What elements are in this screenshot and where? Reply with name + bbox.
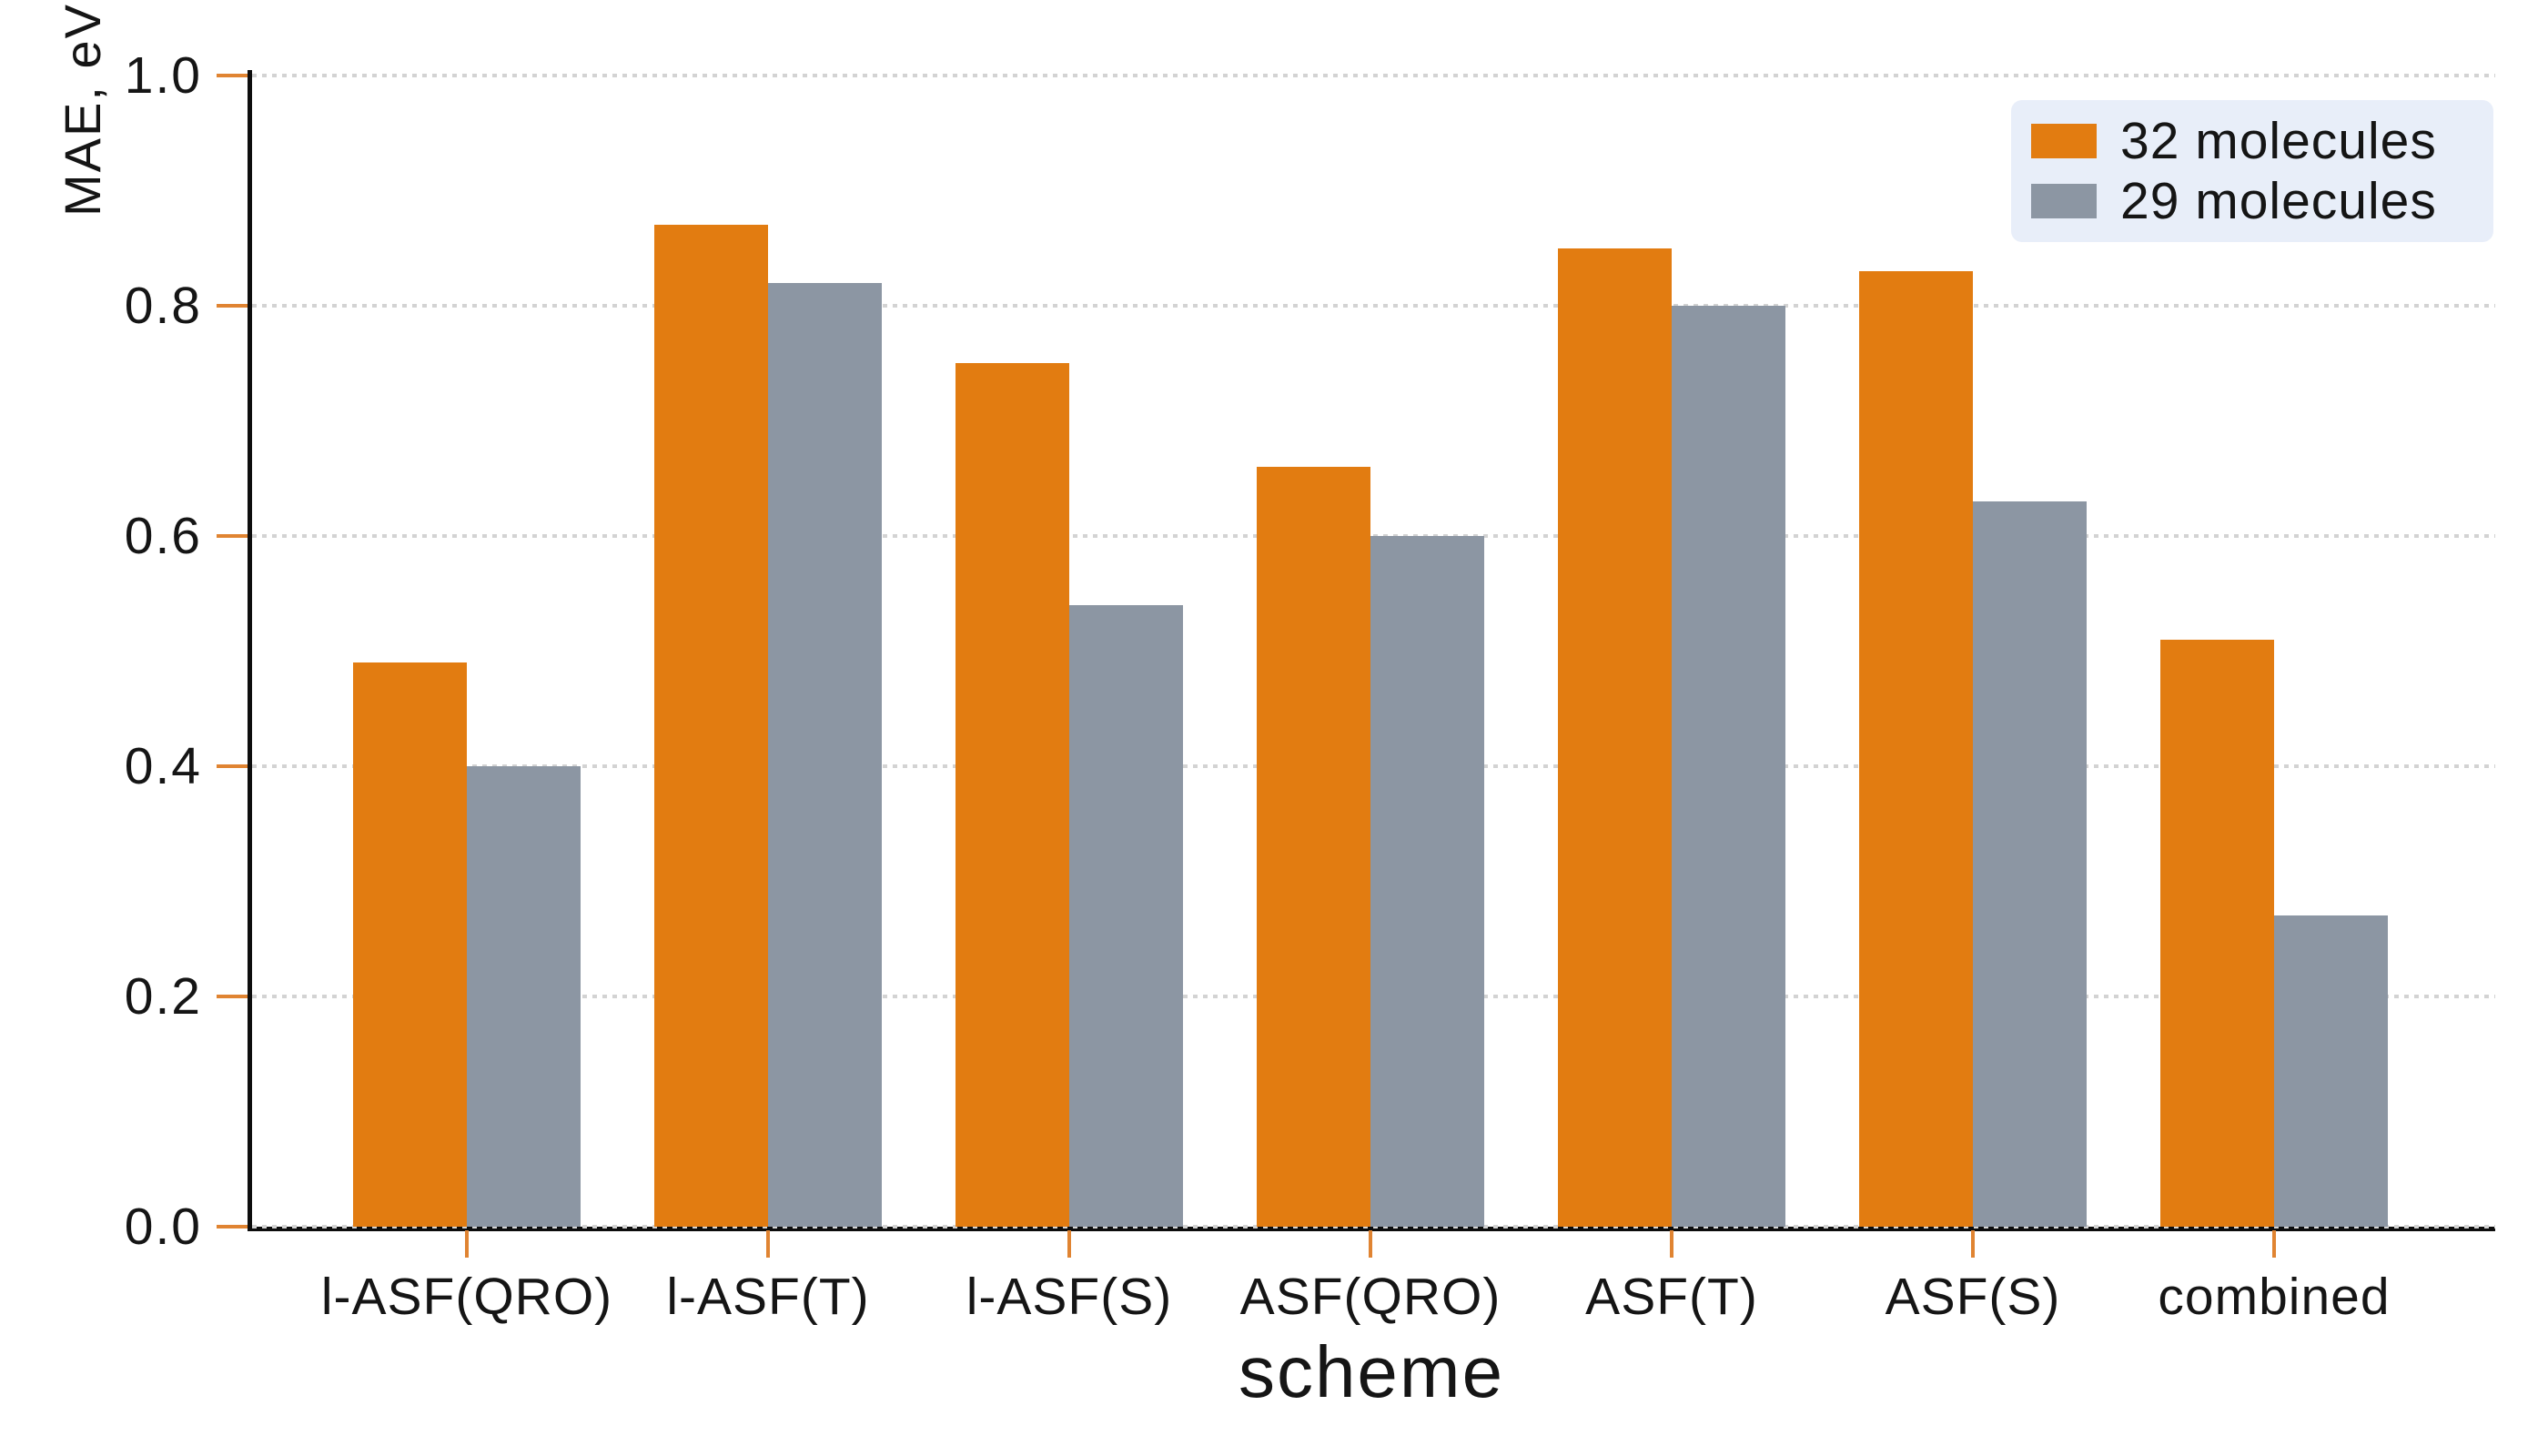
y-tick-0.2	[217, 995, 248, 998]
y-tick-0.4	[217, 764, 248, 768]
x-tick-combined	[2272, 1230, 2276, 1258]
y-gridline-1.0	[252, 74, 2495, 77]
bar-32-molecules-combined	[2160, 640, 2274, 1227]
x-axis-spine	[248, 1227, 2495, 1231]
legend-label-32-molecules: 32 molecules	[2120, 111, 2437, 170]
bar-29-molecules-l-asf-qro	[467, 766, 581, 1227]
x-tick-label-asf-qro: ASF(QRO)	[1239, 1268, 1502, 1326]
bar-29-molecules-asf-qro	[1370, 536, 1484, 1227]
legend-entry-29-molecules: 29 molecules	[2011, 171, 2493, 230]
y-tick-label: 0.8	[124, 277, 202, 335]
y-tick-label: 0.6	[124, 507, 202, 565]
x-tick-asf-t	[1670, 1230, 1673, 1258]
y-gridline-0.8	[252, 304, 2495, 308]
legend: 32 molecules 29 molecules	[2011, 100, 2493, 242]
y-tick-0.8	[217, 304, 248, 308]
y-tick-0.6	[217, 534, 248, 538]
x-tick-label-combined: combined	[2158, 1268, 2391, 1326]
bar-32-molecules-asf-s	[1859, 271, 1973, 1227]
bar-32-molecules-l-asf-t	[654, 225, 768, 1227]
legend-swatch-29-molecules	[2031, 184, 2097, 218]
y-tick-label: 0.2	[124, 967, 202, 1026]
x-tick-label-asf-s: ASF(S)	[1885, 1268, 2061, 1326]
x-tick-label-l-asf-qro: l-ASF(QRO)	[320, 1268, 613, 1326]
x-tick-l-asf-qro	[465, 1230, 469, 1258]
legend-swatch-32-molecules	[2031, 124, 2097, 158]
y-tick-0.0	[217, 1225, 248, 1228]
x-tick-label-asf-t: ASF(T)	[1585, 1268, 1758, 1326]
bar-32-molecules-asf-qro	[1257, 467, 1370, 1227]
legend-entry-32-molecules: 32 molecules	[2011, 111, 2493, 170]
x-tick-asf-qro	[1369, 1230, 1372, 1258]
bar-32-molecules-asf-t	[1558, 248, 1672, 1227]
x-tick-label-l-asf-t: l-ASF(T)	[666, 1268, 870, 1326]
x-tick-asf-s	[1971, 1230, 1975, 1258]
x-tick-l-asf-s	[1067, 1230, 1071, 1258]
bar-29-molecules-l-asf-t	[768, 283, 882, 1227]
bar-29-molecules-combined	[2274, 915, 2388, 1227]
bar-29-molecules-asf-s	[1973, 501, 2087, 1227]
y-axis-title: MAE, eV	[54, 3, 111, 217]
y-axis-spine	[248, 70, 252, 1230]
bar-32-molecules-l-asf-s	[956, 363, 1069, 1227]
x-tick-l-asf-t	[766, 1230, 770, 1258]
bar-29-molecules-asf-t	[1672, 306, 1785, 1227]
bar-29-molecules-l-asf-s	[1069, 605, 1183, 1227]
y-gridline-0.0	[252, 1225, 2495, 1228]
legend-label-29-molecules: 29 molecules	[2120, 171, 2437, 230]
y-tick-label: 0.0	[124, 1198, 202, 1256]
y-tick-1.0	[217, 74, 248, 77]
y-tick-label: 1.0	[124, 46, 202, 105]
y-tick-label: 0.4	[124, 737, 202, 795]
x-axis-title: scheme	[1238, 1331, 1505, 1412]
x-tick-label-l-asf-s: l-ASF(S)	[966, 1268, 1173, 1326]
bar-32-molecules-l-asf-qro	[353, 662, 467, 1227]
